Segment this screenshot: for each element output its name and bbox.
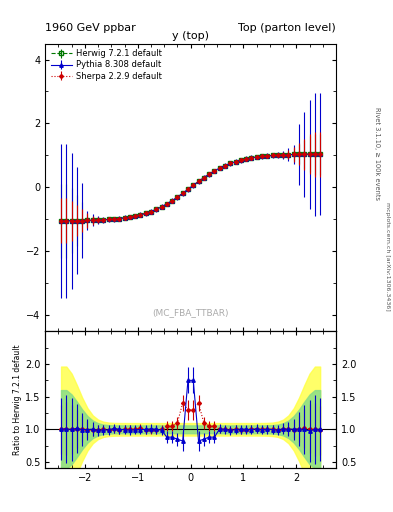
Title: y (top): y (top): [172, 31, 209, 41]
Text: Top (parton level): Top (parton level): [238, 23, 336, 33]
Text: (MC_FBA_TTBAR): (MC_FBA_TTBAR): [152, 308, 229, 317]
Text: mcplots.cern.ch [arXiv:1306.3436]: mcplots.cern.ch [arXiv:1306.3436]: [385, 202, 389, 310]
Text: 1960 GeV ppbar: 1960 GeV ppbar: [45, 23, 136, 33]
Y-axis label: Ratio to Herwig 7.2.1 default: Ratio to Herwig 7.2.1 default: [13, 345, 22, 455]
Legend: Herwig 7.2.1 default, Pythia 8.308 default, Sherpa 2.2.9 default: Herwig 7.2.1 default, Pythia 8.308 defau…: [50, 48, 163, 82]
Text: Rivet 3.1.10, ≥ 100k events: Rivet 3.1.10, ≥ 100k events: [374, 107, 380, 200]
